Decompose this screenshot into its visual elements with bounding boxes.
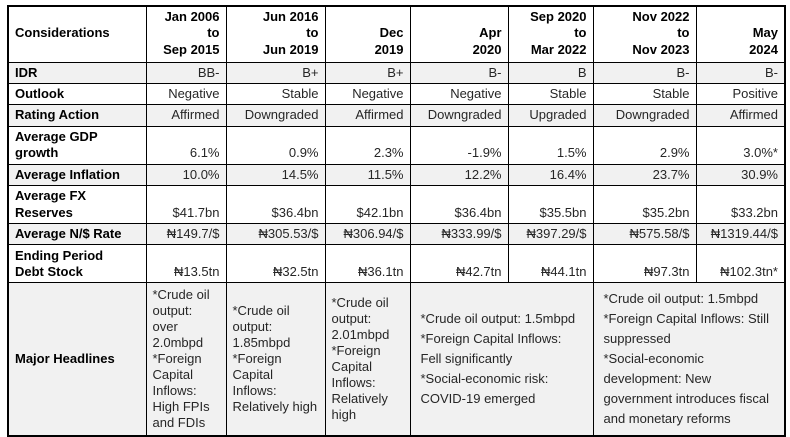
value-cell: 6.1%	[145, 125, 227, 165]
value-cell: ₦102.3tn*	[695, 244, 786, 283]
row-idr: IDR BB- B+ B+ B- B B- B-	[7, 61, 786, 85]
value-cell: ₦32.5tn	[225, 244, 326, 283]
row-label: Major Headlines	[7, 282, 147, 437]
value-cell: 1.5%	[507, 125, 594, 165]
value-cell: B	[507, 61, 594, 85]
value-cell: ₦44.1tn	[507, 244, 594, 283]
row-label: Average GDP growth	[7, 125, 147, 165]
value-cell: $41.7bn	[145, 184, 227, 224]
ratings-comparison-table: Considerations Jan 2006 to Sep 2015 Jun …	[7, 5, 786, 437]
value-cell: $35.2bn	[592, 184, 697, 224]
period-header-jan2006-sep2015: Jan 2006 to Sep 2015	[145, 5, 227, 63]
value-cell: 3.0%*	[695, 125, 786, 165]
headline-cell: *Crude oil output: over 2.0mbpd *Foreign…	[145, 282, 227, 437]
row-ending-period-debt-stock: Ending Period Debt Stock ₦13.5tn ₦32.5tn…	[7, 244, 786, 283]
value-cell: ₦575.58/$	[592, 222, 697, 246]
value-cell: ₦42.7tn	[409, 244, 509, 283]
value-cell: $33.2bn	[695, 184, 786, 224]
value-cell: Upgraded	[507, 104, 594, 127]
row-label: IDR	[7, 61, 147, 85]
value-cell: $35.5bn	[507, 184, 594, 224]
value-cell: ₦1319.44/$	[695, 222, 786, 246]
value-cell: BB-	[145, 61, 227, 85]
header-row: Considerations Jan 2006 to Sep 2015 Jun …	[7, 5, 786, 63]
value-cell: 14.5%	[225, 163, 326, 186]
value-cell: Downgraded	[592, 104, 697, 127]
value-cell: Affirmed	[695, 104, 786, 127]
value-cell: Stable	[592, 82, 697, 106]
row-rating-action: Rating Action Affirmed Downgraded Affirm…	[7, 104, 786, 127]
considerations-header: Considerations	[7, 5, 147, 63]
period-header-dec2019: Dec 2019	[324, 5, 411, 63]
value-cell: Affirmed	[145, 104, 227, 127]
row-label: Ending Period Debt Stock	[7, 244, 147, 283]
value-cell: ₦397.29/$	[507, 222, 594, 246]
value-cell: ₦306.94/$	[324, 222, 411, 246]
value-cell: 0.9%	[225, 125, 326, 165]
period-header-nov2022-nov2023: Nov 2022 to Nov 2023	[592, 5, 697, 63]
value-cell: ₦305.53/$	[225, 222, 326, 246]
value-cell: B+	[225, 61, 326, 85]
value-cell: 12.2%	[409, 163, 509, 186]
row-avg-naira-dollar-rate: Average N/$ Rate ₦149.7/$ ₦305.53/$ ₦306…	[7, 222, 786, 246]
value-cell: Affirmed	[324, 104, 411, 127]
row-avg-gdp-growth: Average GDP growth 6.1% 0.9% 2.3% -1.9% …	[7, 125, 786, 165]
value-cell: Negative	[409, 82, 509, 106]
value-cell: Negative	[145, 82, 227, 106]
value-cell: 2.3%	[324, 125, 411, 165]
headline-cell: *Crude oil output: 1.5mbpd *Foreign Capi…	[409, 282, 594, 437]
value-cell: ₦97.3tn	[592, 244, 697, 283]
row-avg-inflation: Average Inflation 10.0% 14.5% 11.5% 12.2…	[7, 163, 786, 186]
row-label: Average FX Reserves	[7, 184, 147, 224]
value-cell: $42.1bn	[324, 184, 411, 224]
value-cell: Stable	[225, 82, 326, 106]
row-label: Average N/$ Rate	[7, 222, 147, 246]
headline-cell: *Crude oil output: 1.5mbpd *Foreign Capi…	[592, 282, 786, 437]
value-cell: -1.9%	[409, 125, 509, 165]
value-cell: ₦149.7/$	[145, 222, 227, 246]
value-cell: 11.5%	[324, 163, 411, 186]
value-cell: $36.4bn	[225, 184, 326, 224]
value-cell: ₦13.5tn	[145, 244, 227, 283]
value-cell: Stable	[507, 82, 594, 106]
value-cell: ₦36.1tn	[324, 244, 411, 283]
value-cell: Negative	[324, 82, 411, 106]
headline-cell: *Crude oil output: 1.85mbpd *Foreign Cap…	[225, 282, 326, 437]
period-header-sep2020-mar2022: Sep 2020 to Mar 2022	[507, 5, 594, 63]
row-label: Outlook	[7, 82, 147, 106]
value-cell: B-	[695, 61, 786, 85]
value-cell: 23.7%	[592, 163, 697, 186]
value-cell: Positive	[695, 82, 786, 106]
row-major-headlines: Major Headlines *Crude oil output: over …	[7, 282, 786, 437]
value-cell: 10.0%	[145, 163, 227, 186]
value-cell: B-	[409, 61, 509, 85]
row-label: Average Inflation	[7, 163, 147, 186]
row-avg-fx-reserves: Average FX Reserves $41.7bn $36.4bn $42.…	[7, 184, 786, 224]
row-label: Rating Action	[7, 104, 147, 127]
value-cell: $36.4bn	[409, 184, 509, 224]
value-cell: B+	[324, 61, 411, 85]
value-cell: Downgraded	[409, 104, 509, 127]
headline-cell: *Crude oil output: 2.01mbpd *Foreign Cap…	[324, 282, 411, 437]
period-header-may2024: May 2024	[695, 5, 786, 63]
value-cell: ₦333.99/$	[409, 222, 509, 246]
period-header-apr2020: Apr 2020	[409, 5, 509, 63]
value-cell: 30.9%	[695, 163, 786, 186]
value-cell: 16.4%	[507, 163, 594, 186]
value-cell: B-	[592, 61, 697, 85]
value-cell: 2.9%	[592, 125, 697, 165]
period-header-jun2016-jun2019: Jun 2016 to Jun 2019	[225, 5, 326, 63]
row-outlook: Outlook Negative Stable Negative Negativ…	[7, 82, 786, 106]
value-cell: Downgraded	[225, 104, 326, 127]
